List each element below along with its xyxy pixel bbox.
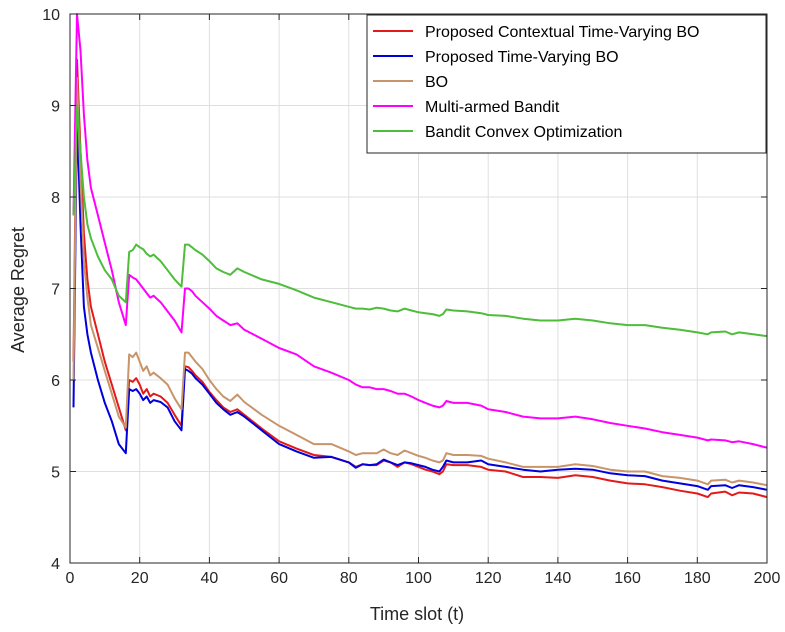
y-axis-label: Average Regret (8, 227, 28, 353)
x-tick-label: 20 (131, 570, 149, 587)
x-tick-label: 200 (754, 570, 781, 587)
legend-label-4: Multi-armed Bandit (425, 99, 560, 116)
series-line-5 (72, 104, 768, 338)
x-tick-label: 40 (201, 570, 219, 587)
tick-labels: 0 20 40 60 80 100 120 140 160 180 200 4 5 6 7 8 9 10 (42, 7, 780, 587)
legend-label-3: BO (425, 74, 448, 91)
y-tick-label: 10 (42, 7, 60, 24)
y-tick-label: 5 (51, 465, 60, 482)
legend-box (366, 14, 767, 154)
x-tick-label: 80 (340, 570, 358, 587)
legend-label-1: Proposed Contextual Time-Varying BO (425, 24, 700, 41)
series-line-3 (72, 77, 768, 487)
x-axis-label: Time slot (t) (370, 604, 464, 624)
x-tick-label: 180 (684, 570, 711, 587)
legend-label-2: Proposed Time-Varying BO (425, 49, 619, 66)
x-tick-label: 0 (66, 570, 75, 587)
y-tick-label: 4 (51, 556, 60, 573)
y-tick-label: 9 (51, 99, 60, 116)
y-tick-label: 8 (51, 190, 60, 207)
series-line-2 (72, 113, 768, 491)
y-tick-label: 7 (51, 282, 60, 299)
x-tick-label: 160 (614, 570, 641, 587)
series-line-4 (72, 13, 768, 449)
y-tick-label: 6 (51, 373, 60, 390)
x-tick-label: 100 (405, 570, 432, 587)
x-tick-label: 120 (475, 570, 502, 587)
x-tick-label: 60 (270, 570, 288, 587)
series-lines (72, 13, 768, 499)
legend: Proposed Contextual Time-Varying BO Propo… (366, 14, 767, 154)
legend-label-5: Bandit Convex Optimization (425, 124, 622, 141)
x-tick-label: 140 (545, 570, 572, 587)
